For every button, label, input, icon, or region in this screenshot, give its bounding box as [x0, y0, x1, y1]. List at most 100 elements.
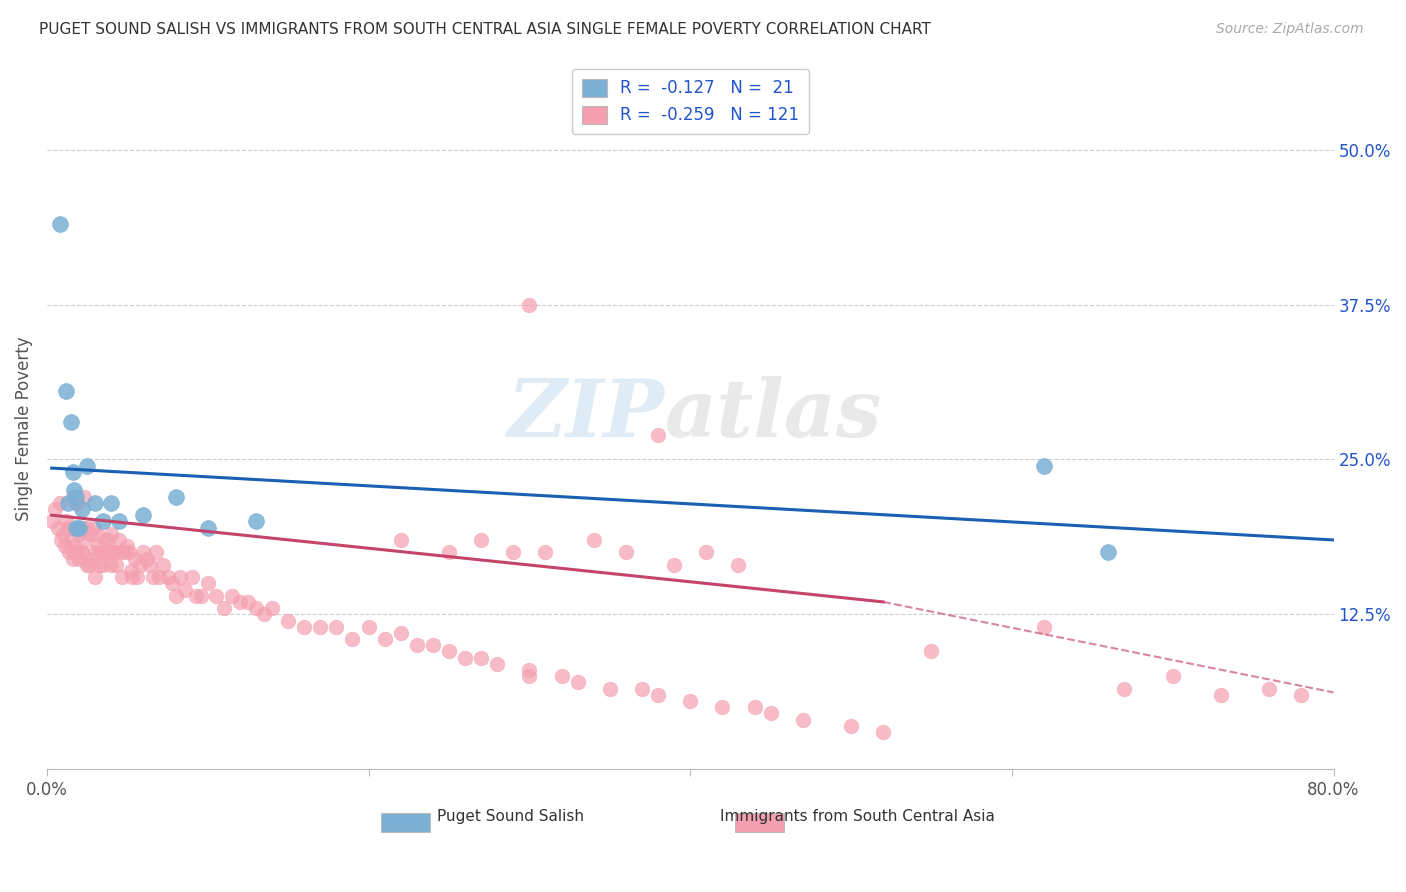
Point: [84, 545, 107, 559]
Point: [519, 663, 541, 677]
Point: [72, 545, 94, 559]
Point: [142, 570, 165, 584]
Point: [374, 632, 396, 646]
Point: [342, 632, 364, 646]
FancyBboxPatch shape: [381, 813, 430, 832]
Point: [245, 601, 267, 615]
Point: [69, 545, 91, 559]
Point: [357, 620, 380, 634]
Point: [52, 526, 75, 541]
Point: [79, 526, 101, 541]
Point: [169, 570, 191, 584]
Point: [56, 520, 79, 534]
Point: [118, 545, 141, 559]
Point: [94, 533, 117, 547]
Point: [58, 545, 80, 559]
Point: [1033, 458, 1056, 473]
Point: [135, 551, 157, 566]
Point: [80, 551, 103, 566]
Point: [1114, 681, 1136, 696]
Point: [73, 490, 96, 504]
Point: [65, 490, 87, 504]
Point: [60, 415, 83, 429]
Y-axis label: Single Female Poverty: Single Female Poverty: [15, 336, 32, 521]
Point: [229, 595, 252, 609]
Point: [132, 508, 155, 523]
Point: [1258, 681, 1281, 696]
Point: [62, 465, 84, 479]
Point: [502, 545, 524, 559]
Point: [245, 515, 267, 529]
Point: [519, 297, 541, 311]
Point: [422, 638, 444, 652]
Point: [519, 669, 541, 683]
Point: [389, 533, 412, 547]
Point: [41, 515, 63, 529]
Point: [662, 558, 685, 572]
Legend: R =  -0.127   N =  21, R =  -0.259   N = 121: R = -0.127 N = 21, R = -0.259 N = 121: [571, 69, 808, 135]
Text: PUGET SOUND SALISH VS IMMIGRANTS FROM SOUTH CENTRAL ASIA SINGLE FEMALE POVERTY C: PUGET SOUND SALISH VS IMMIGRANTS FROM SO…: [39, 22, 931, 37]
Point: [839, 719, 862, 733]
Point: [51, 533, 73, 547]
Point: [236, 595, 259, 609]
Point: [197, 520, 219, 534]
Point: [470, 533, 492, 547]
Point: [1097, 545, 1119, 559]
Point: [221, 589, 243, 603]
Point: [63, 483, 86, 498]
Point: [49, 217, 72, 231]
Point: [1161, 669, 1184, 683]
Point: [1209, 688, 1232, 702]
Point: [65, 545, 87, 559]
Point: [121, 570, 143, 584]
Point: [67, 526, 90, 541]
Point: [125, 570, 148, 584]
Point: [56, 496, 79, 510]
Point: [75, 533, 97, 547]
Point: [454, 650, 477, 665]
Point: [1291, 688, 1313, 702]
Point: [437, 545, 460, 559]
Point: [124, 551, 146, 566]
Point: [792, 713, 814, 727]
Point: [89, 558, 111, 572]
Point: [647, 688, 669, 702]
Point: [470, 650, 492, 665]
Point: [186, 589, 208, 603]
Point: [108, 533, 131, 547]
Point: [105, 558, 128, 572]
Point: [162, 576, 184, 591]
Point: [65, 520, 87, 534]
Point: [190, 589, 212, 603]
Point: [695, 545, 717, 559]
Point: [309, 620, 332, 634]
Point: [599, 681, 621, 696]
Point: [486, 657, 509, 671]
Point: [87, 539, 110, 553]
Point: [84, 496, 107, 510]
Point: [129, 558, 152, 572]
Point: [631, 681, 654, 696]
Point: [110, 545, 132, 559]
Point: [62, 490, 84, 504]
Point: [197, 576, 219, 591]
Point: [614, 545, 637, 559]
Point: [139, 558, 162, 572]
Point: [156, 570, 179, 584]
Point: [759, 706, 782, 721]
Point: [90, 545, 112, 559]
Point: [91, 558, 114, 572]
Point: [180, 570, 202, 584]
Point: [100, 496, 122, 510]
Text: atlas: atlas: [665, 376, 882, 453]
FancyBboxPatch shape: [735, 813, 785, 832]
Point: [55, 384, 77, 399]
Point: [83, 520, 105, 534]
Point: [84, 570, 107, 584]
Point: [437, 644, 460, 658]
Point: [76, 458, 98, 473]
Point: [62, 551, 84, 566]
Point: [744, 700, 766, 714]
Point: [72, 520, 94, 534]
Point: [98, 545, 121, 559]
